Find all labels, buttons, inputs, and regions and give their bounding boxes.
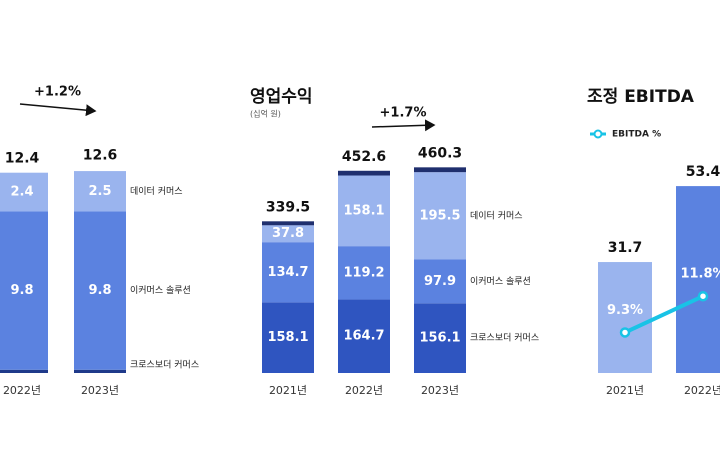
- x-tick-label: 2022년: [345, 384, 383, 397]
- chart-title: 영업수익: [250, 87, 313, 107]
- segment-label: 164.7: [343, 329, 384, 344]
- x-tick-label: 2023년: [81, 384, 119, 397]
- legend-marker: [593, 129, 603, 139]
- segment-label: 156.1: [419, 331, 460, 346]
- total-label: 339.5: [266, 199, 310, 215]
- total-label: 460.3: [418, 145, 462, 161]
- legend-label: EBITDA %: [612, 130, 661, 140]
- line-point: [619, 327, 631, 338]
- segment-label: 97.9: [424, 274, 456, 289]
- total-label: 53.4: [686, 164, 720, 180]
- segment-label: 195.5: [419, 208, 460, 223]
- series-label: 데이터 커머스: [130, 186, 183, 197]
- growth-arrow: [19, 103, 97, 117]
- segment-label: 2.4: [10, 185, 33, 200]
- bar: [676, 186, 720, 373]
- bar-segment: [0, 211, 48, 370]
- segment-label: 37.8: [272, 226, 304, 241]
- total-label: 31.7: [608, 240, 643, 256]
- line-point: [697, 290, 709, 302]
- bar-segment: [74, 211, 126, 370]
- bar-segment: [414, 303, 466, 373]
- series-label: 이커머스 솔루션: [130, 285, 191, 296]
- bar: [598, 262, 652, 373]
- x-tick-label: 2021년: [606, 384, 644, 397]
- x-tick-label: 2022년: [3, 384, 41, 397]
- segment-label: 9.8: [10, 283, 33, 298]
- segment-label: 158.1: [343, 203, 384, 218]
- segment-label: 119.2: [343, 265, 384, 280]
- series-label: 크로스보더 커머스: [470, 333, 539, 344]
- line: [624, 294, 704, 335]
- chart-title: 조정 EBITDA: [587, 87, 695, 107]
- bar-segment: [338, 246, 390, 300]
- bar-segment: [262, 221, 314, 226]
- x-tick-label: 2023년: [421, 384, 459, 397]
- bar-segment: [338, 175, 390, 247]
- bar-segment: [262, 302, 314, 373]
- bar-segment: [262, 242, 314, 303]
- bar-segment: [414, 172, 466, 260]
- series-label: 데이터 커머스: [470, 210, 523, 221]
- bar-segment: [338, 299, 390, 373]
- bar-segment: [414, 167, 466, 173]
- series-label: 이커머스 솔루션: [470, 276, 531, 287]
- segment-label: 2.5: [88, 184, 111, 199]
- x-tick-label: 2021년: [269, 384, 307, 397]
- bar-segment: [262, 225, 314, 243]
- total-label: 12.6: [83, 147, 118, 163]
- x-tick-label: 2022년: [684, 384, 720, 397]
- total-label: 12.4: [5, 151, 40, 167]
- segment-label: 158.1: [267, 330, 308, 345]
- chart-subtitle: (십억 원): [250, 109, 281, 119]
- growth-label: +1.7%: [380, 106, 427, 121]
- bar-segment: [74, 369, 126, 373]
- bar-segment: [0, 369, 48, 373]
- bar-segment: [338, 170, 390, 176]
- growth-arrow: [371, 119, 436, 132]
- segment-label: 134.7: [267, 265, 308, 280]
- bar-segment: [74, 171, 126, 212]
- bar-segment: [0, 172, 48, 212]
- bar-segment: [414, 259, 466, 304]
- series-label: 크로스보더 커머스: [130, 360, 199, 371]
- growth-label: +1.2%: [34, 85, 81, 100]
- segment-label: 9.8: [88, 283, 111, 298]
- line-label: 11.8%: [680, 267, 720, 282]
- total-label: 452.6: [342, 149, 386, 165]
- line-label: 9.3%: [607, 303, 643, 318]
